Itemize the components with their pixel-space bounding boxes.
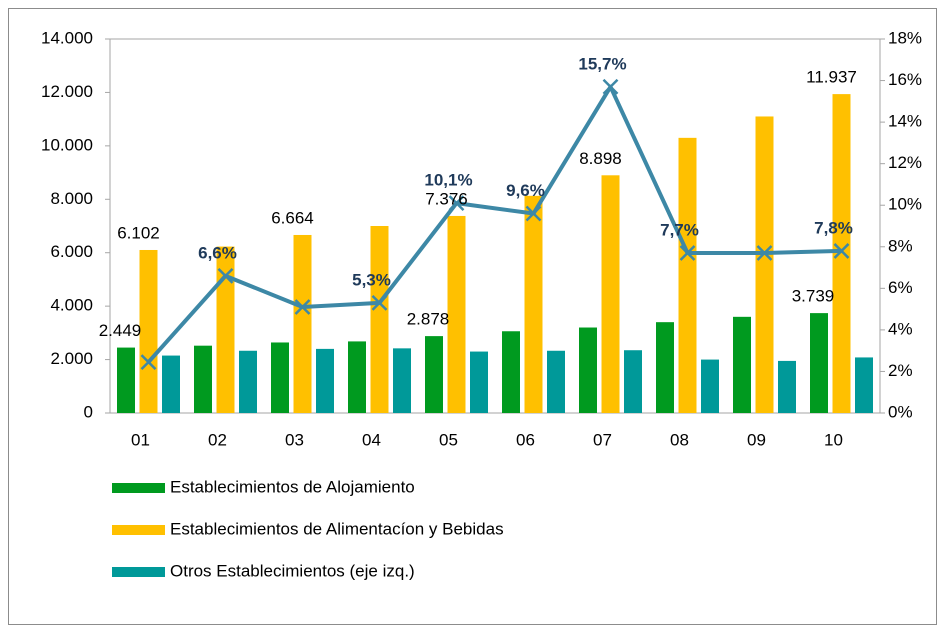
bar	[778, 360, 796, 413]
bar	[162, 355, 180, 413]
bar	[855, 357, 873, 413]
bar	[733, 316, 751, 413]
bar	[701, 359, 719, 413]
y2-tick-label: 14%	[888, 112, 922, 131]
line-marker	[679, 245, 696, 261]
bar	[547, 350, 565, 413]
bar-label: 6.664	[271, 208, 314, 227]
bar	[447, 215, 466, 413]
line-marker	[525, 205, 542, 222]
y-tick-label: 10.000	[41, 135, 93, 154]
bar-label: 2.449	[99, 321, 142, 340]
y-tick-label: 14.000	[41, 28, 93, 47]
x-tick-label: 07	[593, 430, 612, 449]
line	[147, 84, 842, 364]
bar-label: 7.376	[425, 189, 468, 208]
line-label: 5,3%	[352, 270, 391, 289]
line-marker	[294, 299, 311, 315]
line-label: 6,6%	[198, 243, 237, 262]
y2-tick-label: 8%	[888, 236, 913, 255]
y-tick-label: 0	[84, 402, 93, 421]
x-tick-label: 04	[362, 430, 381, 449]
y-tick-label: 8.000	[50, 189, 93, 208]
legend-label: Establecimientos de Alojamiento	[170, 477, 415, 496]
y-tick-label: 2.000	[50, 349, 93, 368]
y2-tick-label: 0%	[888, 402, 913, 421]
line-marker	[833, 243, 850, 259]
bar-label: 3.739	[792, 287, 835, 306]
y2-tick-label: 18%	[888, 28, 922, 47]
y-tick-label: 6.000	[50, 242, 93, 261]
bar	[194, 345, 212, 413]
legend-label: Establecimientos de Alimentacíon y Bebid…	[170, 519, 504, 538]
bar	[601, 175, 620, 413]
bar	[393, 348, 411, 413]
bar	[293, 234, 312, 413]
bar	[348, 341, 366, 413]
bar	[810, 313, 828, 413]
bar-label: 2.878	[407, 310, 450, 329]
x-tick-label: 01	[131, 430, 150, 449]
line-marker	[602, 78, 619, 95]
bar	[425, 336, 443, 413]
bar	[239, 350, 257, 413]
bar	[524, 195, 543, 413]
bar-label: 8.898	[579, 149, 622, 168]
bar	[678, 137, 697, 414]
line-marker	[756, 245, 773, 261]
bar	[370, 226, 389, 413]
bar	[579, 327, 597, 413]
plot-area	[109, 38, 881, 414]
line-label: 7,8%	[814, 218, 853, 237]
y-tick-label: 12.000	[41, 82, 93, 101]
legend-swatch	[112, 525, 165, 535]
bar	[216, 246, 235, 413]
y2-tick-label: 4%	[888, 319, 913, 338]
bar	[117, 347, 135, 413]
x-tick-label: 06	[516, 430, 535, 449]
y-tick-label: 4.000	[50, 296, 93, 315]
bar	[624, 350, 642, 413]
line-label: 10,1%	[424, 171, 472, 190]
x-tick-label: 08	[670, 430, 689, 449]
bar	[316, 348, 334, 413]
bar	[271, 342, 289, 413]
line-marker	[371, 294, 388, 311]
chart-border	[8, 8, 937, 625]
x-tick-label: 03	[285, 430, 304, 449]
bar-label: 6.102	[117, 223, 160, 242]
legend-label: Otros Establecimientos (eje izq.)	[170, 561, 415, 580]
line-label: 15,7%	[578, 54, 626, 73]
line-marker	[140, 354, 157, 370]
y2-tick-label: 6%	[888, 278, 913, 297]
bar	[502, 331, 520, 413]
y2-tick-label: 12%	[888, 153, 922, 172]
x-tick-label: 10	[824, 430, 843, 449]
bar	[470, 351, 488, 413]
line-label: 7,7%	[660, 220, 699, 239]
line-marker	[217, 267, 234, 284]
bar-label: 11.937	[806, 68, 857, 87]
x-tick-label: 02	[208, 430, 227, 449]
legend-swatch	[112, 483, 165, 493]
x-tick-label: 09	[747, 430, 766, 449]
y2-tick-label: 2%	[888, 361, 913, 380]
line-marker	[448, 195, 465, 212]
x-tick-label: 05	[439, 430, 458, 449]
bar	[139, 249, 158, 413]
y2-tick-label: 10%	[888, 195, 922, 214]
bar	[656, 322, 674, 413]
bar	[832, 94, 851, 413]
bar	[755, 116, 774, 413]
y2-tick-label: 16%	[888, 70, 922, 89]
line-label: 9,6%	[506, 181, 545, 200]
legend-swatch	[112, 567, 165, 577]
